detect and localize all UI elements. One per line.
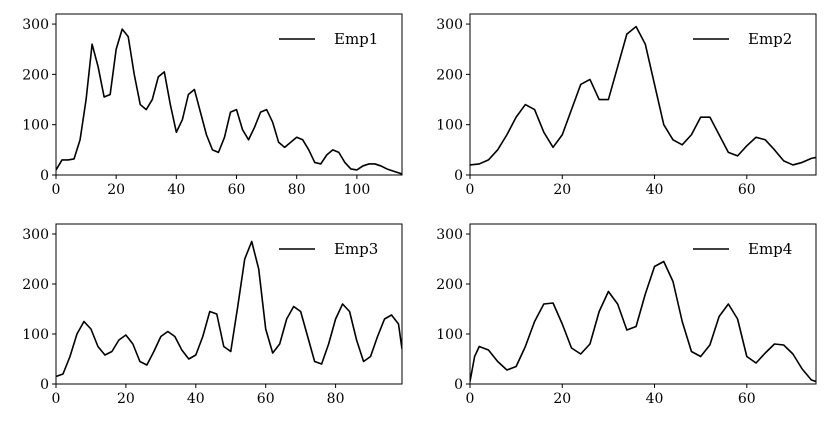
subplot-emp1: 0 20 40 60 80 100 0 100 200 300 Emp1 bbox=[22, 13, 403, 198]
y-tick-label: 200 bbox=[436, 67, 463, 83]
subplot-emp2: 0 20 40 60 0 100 200 300 Emp2 bbox=[436, 13, 817, 198]
x-tick-label: 0 bbox=[52, 182, 61, 198]
x-tick-label: 60 bbox=[228, 182, 246, 198]
x-tick-label: 60 bbox=[738, 182, 756, 198]
x-tick-label: 0 bbox=[466, 182, 475, 198]
series-line-emp2 bbox=[470, 25, 816, 166]
x-tick-label: 80 bbox=[288, 182, 306, 198]
x-tick-label: 40 bbox=[646, 182, 664, 198]
y-tick-label: 300 bbox=[22, 227, 49, 243]
legend-label: Emp1 bbox=[334, 30, 378, 48]
x-tick-label: 0 bbox=[466, 391, 475, 407]
series-line-emp1 bbox=[56, 28, 402, 175]
subplot-emp3: 0 20 40 60 80 0 100 200 300 Emp3 bbox=[22, 223, 403, 407]
axes-frame bbox=[55, 223, 403, 385]
y-tick-label: 200 bbox=[22, 277, 49, 293]
x-tick-label: 100 bbox=[344, 182, 371, 198]
x-tick-label: 20 bbox=[553, 182, 571, 198]
y-tick-label: 100 bbox=[436, 118, 463, 134]
y-tick-label: 200 bbox=[22, 67, 49, 83]
x-tick-label: 40 bbox=[187, 391, 205, 407]
y-tick-label: 0 bbox=[40, 377, 49, 393]
series-line-emp4 bbox=[470, 260, 816, 383]
x-tick-label: 0 bbox=[52, 391, 61, 407]
y-tick-label: 0 bbox=[454, 377, 463, 393]
y-tick-label: 100 bbox=[22, 327, 49, 343]
x-tick-label: 80 bbox=[327, 391, 345, 407]
axes-frame bbox=[469, 13, 817, 176]
legend-label: Emp2 bbox=[748, 30, 792, 48]
y-tick-label: 300 bbox=[436, 227, 463, 243]
subplot-emp4: 0 20 40 60 0 100 200 300 Emp4 bbox=[436, 223, 817, 407]
x-tick-label: 20 bbox=[553, 391, 571, 407]
legend-label: Emp4 bbox=[748, 240, 792, 258]
x-tick-label: 60 bbox=[738, 391, 756, 407]
y-tick-label: 100 bbox=[436, 327, 463, 343]
y-tick-label: 100 bbox=[22, 118, 49, 134]
y-tick-label: 300 bbox=[22, 17, 49, 33]
axes-frame bbox=[55, 13, 403, 176]
x-tick-label: 20 bbox=[107, 182, 125, 198]
legend-label: Emp3 bbox=[334, 240, 378, 258]
axes-frame bbox=[469, 223, 817, 385]
series-line-emp3 bbox=[56, 240, 402, 378]
x-tick-label: 40 bbox=[646, 391, 664, 407]
x-tick-label: 40 bbox=[167, 182, 185, 198]
x-tick-label: 60 bbox=[257, 391, 275, 407]
y-tick-label: 0 bbox=[454, 168, 463, 184]
x-tick-label: 20 bbox=[117, 391, 135, 407]
y-tick-label: 0 bbox=[40, 168, 49, 184]
y-tick-label: 300 bbox=[436, 17, 463, 33]
y-tick-label: 200 bbox=[436, 277, 463, 293]
